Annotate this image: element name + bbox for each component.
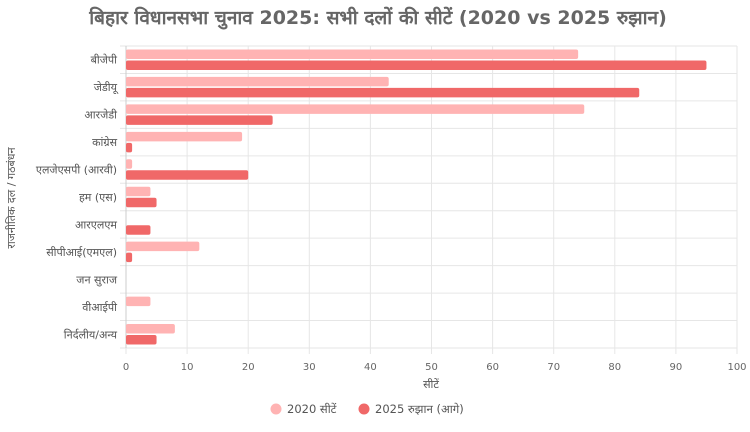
legend-marker[interactable] [358,403,370,415]
bars [126,49,707,345]
bar-2020[interactable] [126,159,133,169]
legend[interactable]: 2020 सीटें 2025 रुझान (आगे) [270,402,464,416]
x-tick-label: 0 [123,362,129,373]
x-axis-label: सीटें [423,378,439,391]
bar-2025[interactable] [126,170,249,180]
bar-2025[interactable] [126,335,157,345]
x-tick-label: 20 [242,362,255,373]
x-tick-label: 90 [670,362,683,373]
bar-2025[interactable] [126,60,707,70]
x-tick-label: 40 [364,362,377,373]
category-label: हम (एस) [79,191,117,204]
legend-marker[interactable] [270,403,282,415]
bar-2025[interactable] [126,225,151,235]
x-tick-label: 30 [303,362,316,373]
legend-label[interactable]: 2025 रुझान (आगे) [375,402,464,416]
bar-2025[interactable] [126,197,157,208]
category-label: वीआईपी [82,301,117,314]
bar-2025[interactable] [126,142,133,153]
category-label: कांग्रेस [92,136,118,149]
bar-2020[interactable] [126,131,243,142]
bar-2020[interactable] [126,186,151,197]
category-label: बीजेपी [91,54,118,67]
bar-2020[interactable] [126,324,175,334]
category-label: आरजेडी [84,109,117,122]
x-tick-label: 10 [181,362,194,373]
y-axis-label: राजनीतिक दल / गठबंधन [5,146,18,248]
category-label: आरएलएम [75,218,117,231]
x-tick-label: 80 [608,362,621,373]
category-label: निर्दलीय/अन्य [64,328,118,341]
bar-2020[interactable] [126,296,151,307]
category-label: जेडीयू [94,81,119,95]
category-label: सीपीआई(एमएल) [46,246,117,259]
x-tick-label: 70 [547,362,560,373]
legend-label[interactable]: 2020 सीटें [287,402,337,416]
category-label: एलजेएसपी (आरवी) [36,164,117,177]
x-tick-labels: 0 10 20 30 40 50 60 70 80 90 100 [123,362,747,373]
bar-2025[interactable] [126,252,133,263]
bar-2025[interactable] [126,87,640,98]
bar-2020[interactable] [126,49,579,59]
x-tick-label: 60 [486,362,499,373]
category-labels: बीजेपी जेडीयू आरजेडी कांग्रेस एलजेएसपी (आरवी… [36,54,119,342]
x-tick-label: 50 [425,362,438,373]
bar-2020[interactable] [126,241,200,252]
bar-2025[interactable] [126,115,273,125]
bar-2020[interactable] [126,104,585,114]
chart-title: बिहार विधानसभा चुनाव 2025: सभी दलों की स… [88,6,667,30]
category-label: जन सुराज [76,273,118,286]
bar-2020[interactable] [126,76,389,87]
x-tick-label: 100 [727,362,746,373]
